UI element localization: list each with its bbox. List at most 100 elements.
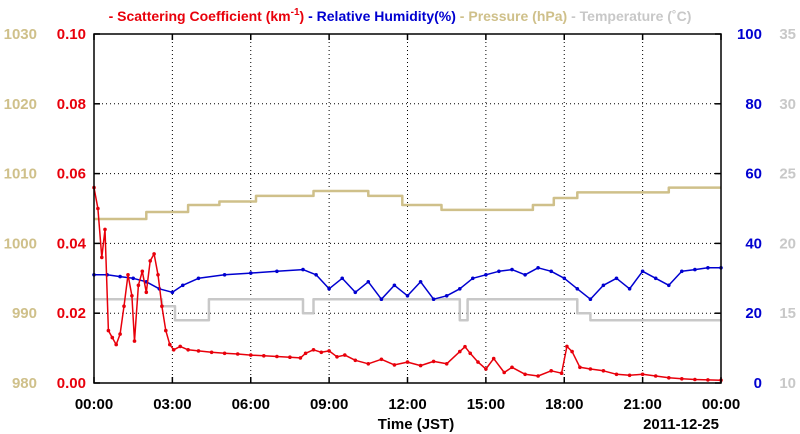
temperature-tick-label: 30	[779, 96, 796, 113]
relative-humidity-point	[222, 273, 227, 277]
scattering-coefficient-point	[110, 335, 115, 340]
scattering-coefficient-point	[130, 294, 134, 298]
scattering-coefficient-point	[164, 328, 168, 333]
x-tick-label: 21:00	[623, 396, 661, 413]
humidity-tick-label: 20	[745, 305, 762, 322]
humidity-tick-label: 60	[745, 166, 762, 183]
scattering-coefficient-point	[319, 350, 324, 355]
humidity-tick-label: 80	[745, 96, 762, 113]
scattering-coefficient-point	[148, 259, 152, 263]
scattering-coefficient-point	[96, 206, 100, 211]
scattering-coefficient-point	[275, 354, 279, 359]
scattering-coefficient-point	[379, 357, 384, 362]
legend-humidity-dash: -	[308, 8, 317, 24]
scattering-coefficient-point	[463, 344, 467, 349]
x-tick-label: 18:00	[545, 396, 583, 413]
relative-humidity-point	[405, 294, 410, 298]
scattering-coefficient-point	[468, 351, 473, 356]
temperature-tick-label: 20	[779, 235, 796, 252]
relative-humidity-point	[627, 287, 632, 291]
scattering-coefficient-point	[343, 353, 347, 357]
scattering-tick-label: 0.06	[57, 166, 86, 183]
legend: - Scattering Coefficient (km-1) - Relati…	[109, 7, 692, 24]
axis-ticks: 00:00 03:00 06:00 09:00 12:00 15:00 18:00 21:00…	[4, 26, 796, 413]
scattering-coefficient-point	[431, 359, 436, 364]
scattering-coefficient-point	[667, 376, 671, 380]
scattering-tick-label: 0.00	[57, 375, 86, 392]
temperature-line	[94, 297, 721, 322]
scattering-coefficient-point	[160, 304, 164, 309]
relative-humidity-point	[392, 283, 397, 288]
date-label: 2011-12-25	[643, 416, 719, 433]
scattering-coefficient-point	[523, 372, 527, 377]
scattering-coefficient-point	[171, 348, 176, 352]
scattering-coefficient-point	[476, 360, 480, 364]
scattering-coefficient-point	[126, 273, 130, 277]
legend-humidity-label: Relative Humidity(%)	[317, 8, 456, 24]
scattering-coefficient-point	[693, 377, 697, 382]
pressure-tick-label: 990	[12, 305, 37, 322]
scattering-coefficient-point	[640, 372, 645, 377]
scattering-coefficient-point	[288, 355, 292, 360]
scattering-tick-label: 0.10	[57, 26, 86, 43]
scattering-tick-label: 0.08	[57, 96, 86, 113]
scattering-coefficient-point	[222, 351, 227, 356]
humidity-tick-label: 40	[745, 235, 762, 252]
scattering-coefficient-point	[168, 342, 172, 347]
scattering-coefficient-point	[152, 252, 156, 256]
relative-humidity-point	[575, 287, 580, 291]
x-tick-label: 09:00	[310, 396, 348, 413]
scattering-coefficient-point	[549, 369, 553, 373]
legend-pressure-dash: -	[460, 8, 469, 24]
scattering-coefficient-point	[196, 349, 201, 353]
relative-humidity-point	[275, 269, 279, 274]
relative-humidity-point	[353, 290, 358, 295]
legend-scattering-dash: -	[109, 8, 118, 24]
pressure-tick-label: 1000	[4, 235, 37, 252]
scattering-coefficient-point	[140, 269, 145, 274]
scattering-coefficient-point	[458, 349, 462, 354]
scattering-coefficient-point	[392, 363, 397, 367]
legend-scattering-tail: )	[300, 8, 305, 24]
relative-humidity-point	[614, 276, 619, 281]
relative-humidity-point	[536, 266, 540, 270]
scattering-coefficient-point	[601, 369, 606, 373]
scattering-coefficient-point	[510, 365, 514, 370]
temperature-tick-label: 25	[779, 166, 796, 183]
scattering-coefficient-point	[327, 349, 331, 353]
relative-humidity-point	[458, 287, 462, 291]
scattering-coefficient-point	[444, 362, 449, 366]
temperature-tick-label: 10	[779, 375, 796, 392]
scattering-coefficient-point	[653, 374, 658, 378]
scattering-coefficient-point	[706, 378, 710, 382]
x-tick-label: 03:00	[153, 396, 191, 413]
temperature-tick-label: 35	[779, 26, 796, 43]
x-tick-label: 00:00	[75, 396, 113, 413]
scattering-coefficient-point	[303, 351, 308, 356]
relative-humidity-point	[444, 294, 449, 298]
scattering-coefficient-point	[311, 348, 316, 352]
humidity-tick-label: 0	[754, 375, 762, 392]
scattering-tick-label: 0.02	[57, 305, 86, 322]
scattering-coefficient-point	[366, 362, 371, 366]
scattering-coefficient-point	[178, 344, 182, 349]
relative-humidity-point	[640, 269, 645, 274]
scattering-coefficient-point	[536, 374, 540, 378]
relative-humidity-point	[510, 267, 514, 272]
scattering-coefficient-point	[578, 365, 582, 370]
x-tick-label: 06:00	[232, 396, 270, 413]
relative-humidity-point	[170, 290, 175, 295]
relative-humidity-point	[588, 297, 593, 302]
series-layer	[92, 185, 723, 383]
relative-humidity-point	[601, 283, 606, 288]
x-tick-label: 00:00	[702, 396, 740, 413]
scattering-coefficient-point	[614, 372, 619, 377]
scattering-coefficient-point	[588, 367, 593, 371]
scattering-coefficient-point	[100, 255, 104, 260]
relative-humidity-point	[693, 267, 697, 272]
scattering-coefficient-point	[136, 283, 141, 288]
scattering-coefficient-point	[249, 353, 253, 357]
relative-humidity-point	[131, 276, 135, 281]
scattering-coefficient-point	[122, 304, 126, 309]
